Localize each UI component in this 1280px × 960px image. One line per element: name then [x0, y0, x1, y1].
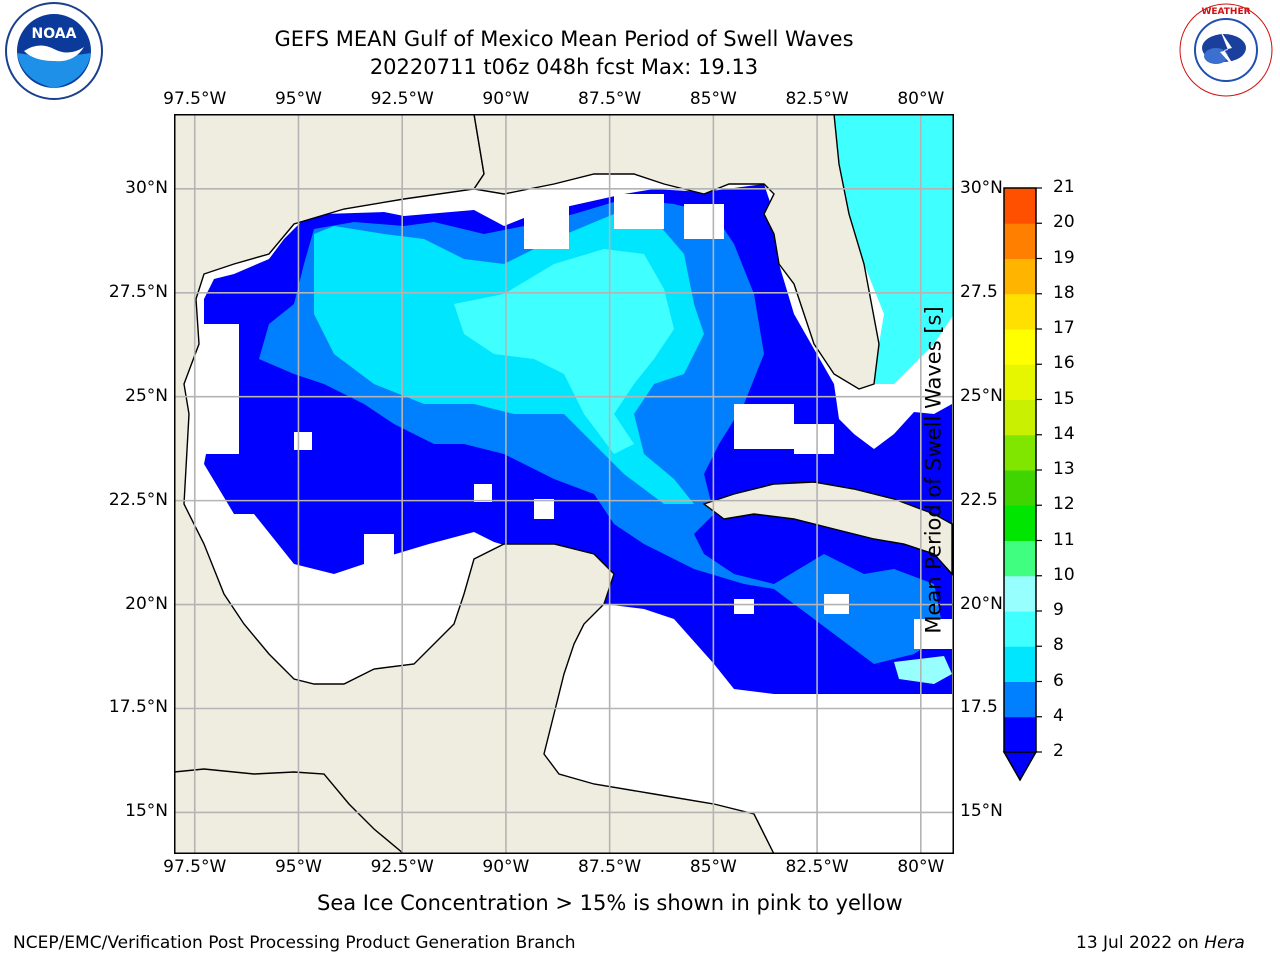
- axis-tick-label: 80°W: [897, 857, 945, 877]
- colorbar-bin: [1004, 505, 1036, 541]
- axis-tick-label: 30°N: [125, 177, 168, 198]
- axis-tick-label: 14: [1053, 423, 1075, 444]
- axis-tick-label: 27.5: [960, 281, 998, 302]
- colorbar-bin: [1004, 681, 1036, 718]
- axis-tick-label: 21: [1053, 177, 1075, 197]
- colorbar-bin: [1004, 540, 1036, 577]
- axis-tick-label: 2: [1053, 741, 1064, 761]
- graticule: [174, 114, 954, 854]
- axis-tick-label: 25°N: [125, 385, 168, 406]
- swell-band-atlantic: [834, 114, 954, 384]
- swell-band-8-9: [454, 249, 674, 454]
- colorbar-bin: [1004, 188, 1036, 224]
- colorbar-bin: [1004, 364, 1036, 400]
- svg-text:NOAA: NOAA: [32, 26, 77, 42]
- footer-left: NCEP/EMC/Verification Post Processing Pr…: [13, 933, 576, 953]
- axis-tick-label: 22.5°N: [108, 489, 168, 510]
- axis-tick-label: 17.5°N: [108, 697, 168, 718]
- axis-tick-label: 20: [1053, 212, 1075, 233]
- axis-tick-label: 82.5°W: [785, 89, 849, 109]
- colorbar-bin: [1004, 293, 1036, 330]
- colorbar-bin: [1004, 470, 1036, 506]
- colorbar-bin: [1004, 434, 1036, 471]
- axis-tick-label: 6: [1053, 670, 1064, 691]
- sea-ice-caption: Sea Ice Concentration > 15% is shown in …: [317, 891, 903, 915]
- axis-tick-label: 92.5°W: [370, 857, 434, 877]
- axis-tick-label: 18: [1053, 282, 1075, 303]
- footer-right: 13 Jul 2022 on Hera: [1076, 933, 1245, 953]
- axis-tick-label: 16: [1053, 353, 1075, 374]
- footer-host: Hera: [1204, 933, 1245, 953]
- axis-tick-label: 87.5°W: [578, 89, 642, 109]
- axis-tick-label: 90°W: [482, 857, 530, 877]
- axis-tick-label: 13: [1053, 459, 1075, 479]
- colorbar-label: Mean Period of Swell Waves [s]: [921, 306, 946, 634]
- axis-tick-label: 97.5°W: [163, 857, 227, 877]
- colorbar-bin: [1004, 399, 1036, 436]
- axis-tick-label: 85°W: [689, 857, 737, 877]
- colorbar-extend-triangle: [1002, 751, 1038, 782]
- axis-tick-label: 8: [1053, 635, 1064, 656]
- axis-tick-label: 22.5: [960, 489, 998, 510]
- nws-logo: WEATHER: [1178, 2, 1274, 98]
- colorbar-bin: [1004, 223, 1036, 259]
- axis-tick-label: 15°N: [960, 801, 1003, 822]
- axis-tick-label: 4: [1053, 705, 1064, 726]
- colorbar-bin: [1004, 646, 1036, 682]
- axis-tick-label: 92.5°W: [370, 89, 434, 109]
- axis-tick-label: 25°N: [960, 385, 1003, 406]
- axis-tick-label: 15°N: [125, 801, 168, 822]
- map-frame: [174, 114, 954, 854]
- land-cuba: [702, 481, 953, 576]
- map-canvas: [174, 114, 954, 854]
- colorbar-bin: [1004, 329, 1036, 365]
- axis-tick-label: 10: [1053, 564, 1075, 585]
- axis-tick-label: 85°W: [689, 89, 737, 109]
- axis-tick-label: 20°N: [125, 593, 168, 614]
- land: [174, 114, 953, 854]
- axis-tick-label: 95°W: [274, 857, 322, 877]
- axis-tick-label: 17: [1053, 318, 1075, 338]
- colorbar-bin: [1004, 258, 1036, 295]
- axis-tick-label: 20°N: [960, 593, 1003, 614]
- footer-date: 13 Jul 2022 on: [1076, 933, 1205, 953]
- land-north-america-west: [174, 114, 775, 854]
- swell-period-field: [204, 114, 954, 694]
- axis-tick-label: 95°W: [274, 89, 322, 109]
- axis-tick-label: 17.5: [960, 697, 998, 718]
- noaa-logo: NOAA: [5, 2, 103, 100]
- axis-tick-label: 27.5°N: [108, 281, 168, 302]
- axis-tick-label: 87.5°W: [578, 857, 642, 877]
- axis-tick-label: 15: [1053, 388, 1075, 409]
- chart-subtitle: 20220711 t06z 048h fcst Max: 19.13: [369, 55, 759, 79]
- axis-tick-label: 19: [1053, 247, 1075, 268]
- colorbar-bin: [1004, 716, 1036, 753]
- axis-tick-label: 82.5°W: [785, 857, 849, 877]
- axis-tick-label: 11: [1053, 529, 1075, 550]
- axis-tick-label: 9: [1053, 600, 1064, 620]
- swell-band-caribbean: [894, 656, 952, 684]
- axis-tick-label: 80°W: [897, 89, 945, 109]
- axis-tick-label: 12: [1053, 494, 1075, 515]
- chart-title: GEFS MEAN Gulf of Mexico Mean Period of …: [274, 27, 854, 51]
- colorbar-bin: [1004, 575, 1036, 612]
- colorbar-bin: [1004, 611, 1036, 647]
- svg-text:WEATHER: WEATHER: [1201, 7, 1250, 17]
- axis-tick-label: 97.5°W: [163, 89, 227, 109]
- land-us-florida: [472, 114, 880, 390]
- colorbar: [1002, 187, 1042, 782]
- axis-tick-label: 90°W: [482, 89, 530, 109]
- axis-tick-label: 30°N: [960, 177, 1003, 198]
